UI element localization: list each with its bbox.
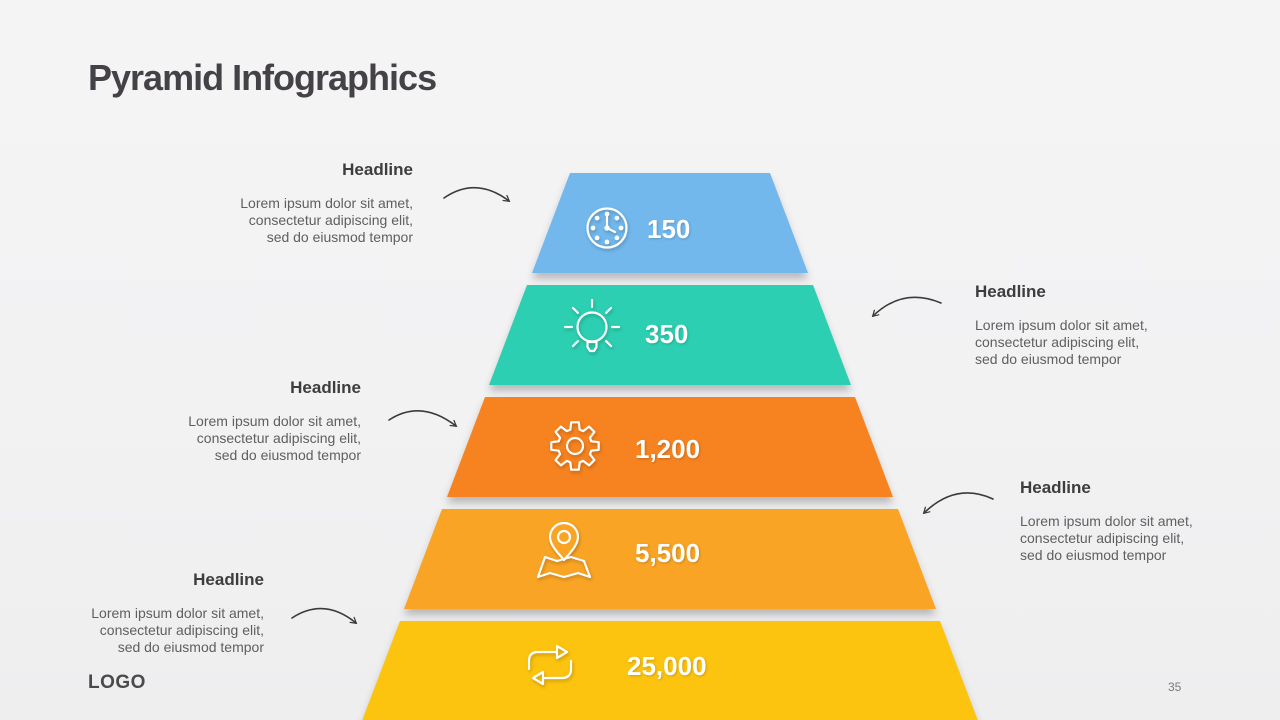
- tier-value-5: 25,000: [627, 651, 707, 681]
- tier-value-4: 5,500: [635, 538, 700, 568]
- tier-value-3: 1,200: [635, 434, 700, 464]
- tier-value-2: 350: [645, 319, 688, 349]
- callout-title: Headline: [342, 160, 413, 179]
- page-title: Pyramid Infographics: [88, 57, 437, 98]
- callout-title: Headline: [975, 282, 1046, 301]
- callout-1: Headline Lorem ipsum dolor sit amet, con…: [183, 160, 413, 246]
- callout-title: Headline: [290, 378, 361, 397]
- repeat-icon: [527, 644, 573, 686]
- callout-4: Headline Lorem ipsum dolor sit amet, con…: [1020, 478, 1250, 564]
- callout-arrow-5: [291, 607, 358, 625]
- callout-body: Lorem ipsum dolor sit amet, consectetur …: [975, 317, 1148, 367]
- callout-title: Headline: [1020, 478, 1091, 497]
- lightbulb-icon: [563, 298, 621, 353]
- callout-arrow-1: [443, 186, 511, 203]
- callout-arrow-4: [922, 492, 994, 515]
- map-pin-icon: [536, 521, 592, 579]
- callout-title: Headline: [193, 570, 264, 589]
- callout-5: Headline Lorem ipsum dolor sit amet, con…: [34, 570, 264, 656]
- callout-body: Lorem ipsum dolor sit amet, consectetur …: [188, 413, 361, 463]
- page-number: 35: [1168, 680, 1182, 694]
- callout-body: Lorem ipsum dolor sit amet, consectetur …: [91, 605, 264, 655]
- tier-value-1: 150: [647, 214, 690, 244]
- callout-body: Lorem ipsum dolor sit amet, consectetur …: [240, 195, 413, 245]
- callout-arrow-3: [388, 410, 458, 428]
- pyramid-tier-1: [532, 173, 808, 273]
- pyramid-tier-3: [447, 397, 893, 497]
- pyramid-tier-2: [489, 285, 851, 385]
- callout-body: Lorem ipsum dolor sit amet, consectetur …: [1020, 513, 1193, 563]
- gear-icon: [550, 421, 600, 471]
- callout-arrow-2: [871, 296, 942, 318]
- callout-3: Headline Lorem ipsum dolor sit amet, con…: [131, 378, 361, 464]
- logo-placeholder: LOGO: [88, 672, 146, 693]
- callout-2: Headline Lorem ipsum dolor sit amet, con…: [975, 282, 1205, 368]
- pyramid-tier-5: [362, 621, 978, 720]
- pyramid-tier-4: [404, 509, 936, 609]
- clock-icon: [586, 207, 628, 249]
